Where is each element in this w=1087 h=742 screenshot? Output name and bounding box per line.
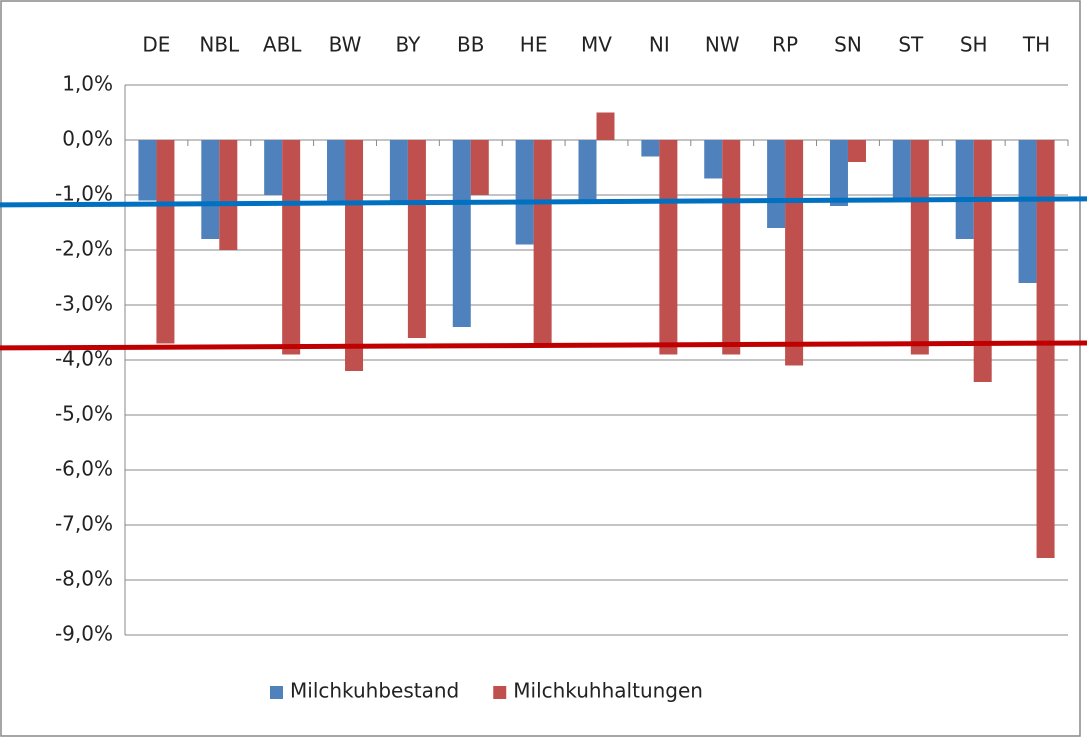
- bar: [785, 140, 804, 366]
- bar: [389, 140, 408, 201]
- bar: [767, 140, 786, 228]
- bar: [156, 140, 175, 344]
- x-tick-label: TH: [1022, 33, 1050, 57]
- x-tick-label: SN: [834, 33, 862, 57]
- x-tick-label: SH: [960, 33, 988, 57]
- x-tick-label: NW: [705, 33, 740, 57]
- x-tick-label: RP: [772, 33, 798, 57]
- legend-swatch: [493, 686, 507, 699]
- bar: [201, 140, 220, 239]
- legend-label: Milchkuhbestand: [290, 679, 459, 703]
- bar: [264, 140, 283, 195]
- bar: [722, 140, 741, 355]
- y-tick-label: -5,0%: [55, 402, 113, 426]
- bar: [910, 140, 929, 355]
- bar: [955, 140, 974, 239]
- bar: [659, 140, 678, 355]
- bar: [1018, 140, 1037, 283]
- y-tick-label: -4,0%: [55, 347, 113, 371]
- x-tick-label: NBL: [199, 33, 240, 57]
- bar: [138, 140, 157, 201]
- y-tick-label: 1,0%: [62, 72, 113, 96]
- y-tick-label: -3,0%: [55, 292, 113, 316]
- x-tick-label: HE: [520, 33, 548, 57]
- y-tick-label: -8,0%: [55, 567, 113, 591]
- y-tick-label: -6,0%: [55, 457, 113, 481]
- x-tick-label: ABL: [263, 33, 302, 57]
- y-tick-label: -2,0%: [55, 237, 113, 261]
- x-tick-label: BW: [329, 33, 362, 57]
- y-tick-label: -1,0%: [55, 182, 113, 206]
- x-tick-label: BY: [395, 33, 421, 57]
- bar: [327, 140, 346, 201]
- x-tick-label: MV: [581, 33, 612, 57]
- bar: [847, 140, 866, 162]
- bar: [641, 140, 660, 157]
- bar: [219, 140, 238, 250]
- bar: [829, 140, 848, 206]
- x-tick-label: NI: [649, 33, 670, 57]
- bar: [515, 140, 534, 245]
- y-tick-label: -7,0%: [55, 512, 113, 536]
- bar: [452, 140, 471, 327]
- annotation-line: [0, 196, 1087, 208]
- bar: [1036, 140, 1055, 558]
- bar: [282, 140, 301, 355]
- y-tick-label: 0,0%: [62, 127, 113, 151]
- bar: [345, 140, 364, 371]
- bar: [470, 140, 489, 195]
- y-tick-label: -9,0%: [55, 622, 113, 646]
- legend-label: Milchkuhhaltungen: [513, 679, 703, 703]
- bar: [407, 140, 426, 338]
- bar: [533, 140, 552, 344]
- bar: [596, 112, 615, 140]
- x-tick-label: ST: [898, 33, 924, 57]
- legend-swatch: [270, 686, 283, 699]
- annotation-line: [0, 340, 1087, 351]
- bar: [892, 140, 911, 201]
- bar: [704, 140, 723, 179]
- x-tick-label: BB: [457, 33, 484, 57]
- x-tick-label: DE: [142, 33, 170, 57]
- bar: [578, 140, 597, 201]
